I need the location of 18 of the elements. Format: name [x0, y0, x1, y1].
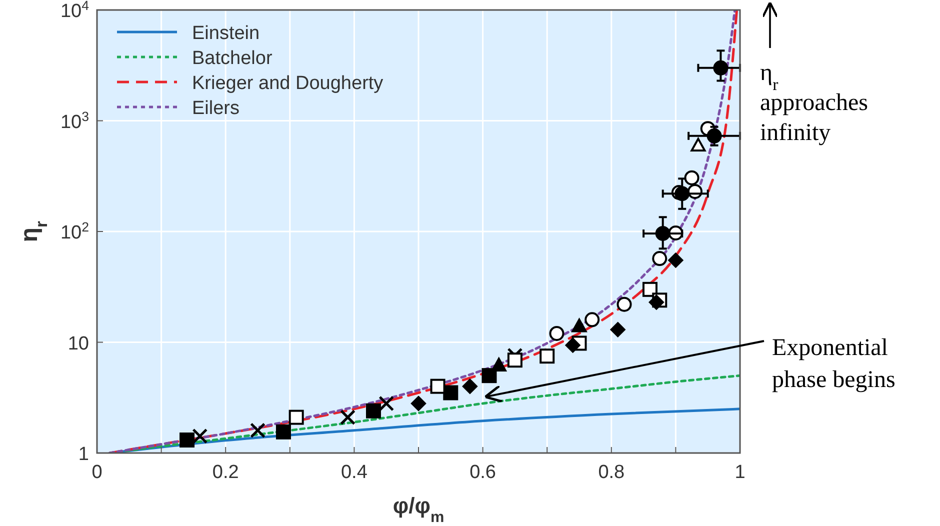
x-axis-title: φ/φ$_{m}$	[392, 493, 444, 526]
x-tick-label: 0.6	[470, 462, 496, 483]
x-tick-label: 0.8	[598, 462, 625, 483]
legend-label: Einstein	[192, 23, 260, 44]
text: η$_{r}$ approaches infinity	[760, 60, 868, 146]
x-tick-label: 0.2	[212, 462, 239, 483]
y-tick-label: 10	[68, 333, 89, 354]
annotation: Exponential phase begins	[772, 335, 896, 393]
y-tick-label: 1	[78, 444, 89, 465]
legend-label: Eilers	[192, 98, 240, 119]
legend-label: Krieger and Dougherty	[192, 73, 384, 94]
y-tick-label: 10$^{2}$	[60, 219, 89, 244]
x-tick-label: 0	[92, 462, 102, 483]
x-tick-label: 1	[734, 462, 746, 483]
x-tick-label: 0.4	[340, 462, 368, 483]
y-tick-label: 10$^{3}$	[60, 108, 89, 133]
legend-label: Batchelor	[192, 48, 273, 69]
y-tick-label: 10$^{4}$	[60, 0, 89, 22]
